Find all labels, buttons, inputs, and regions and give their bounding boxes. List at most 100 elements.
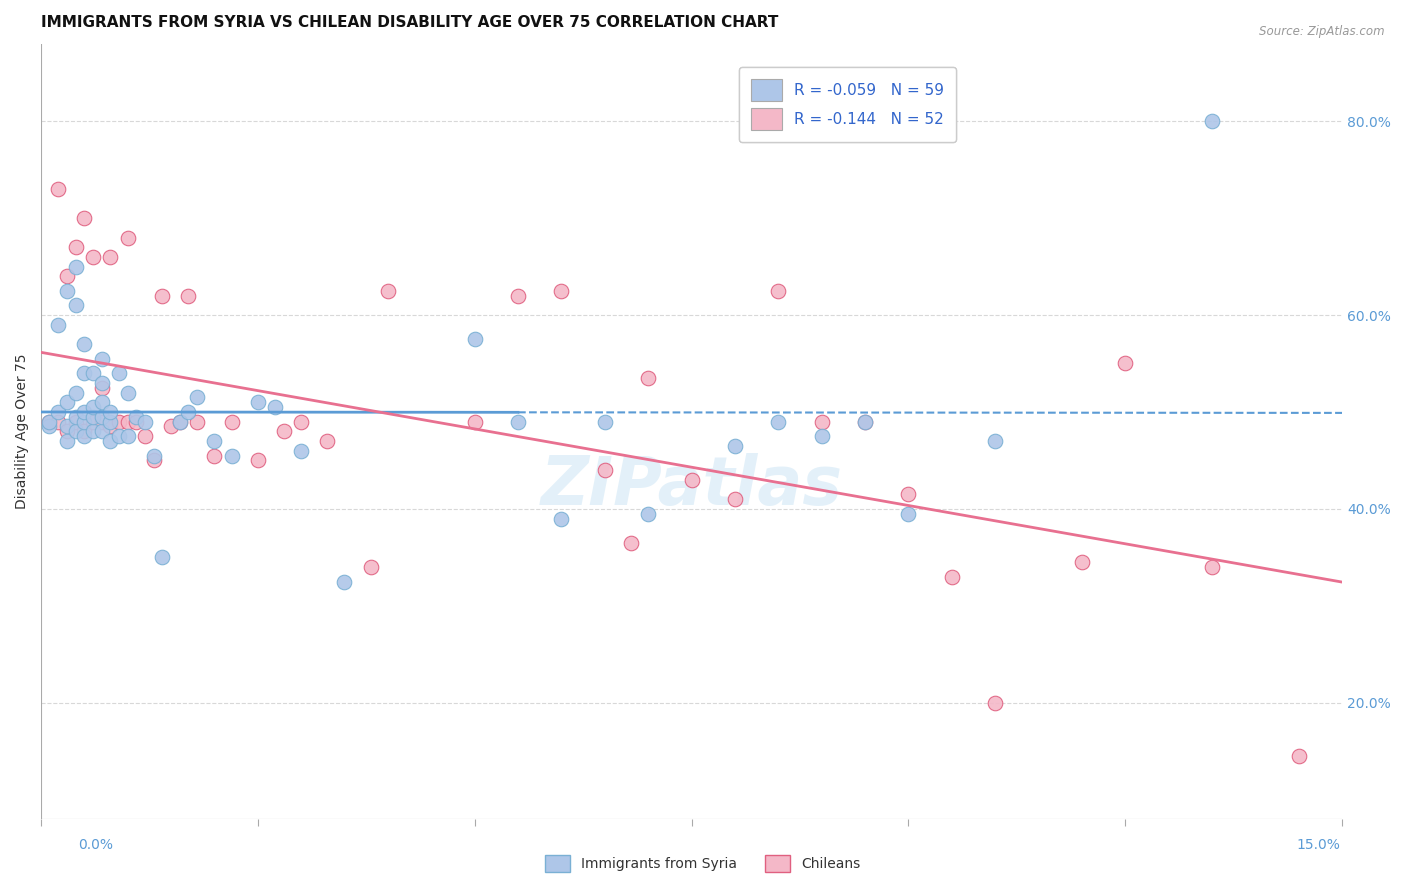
Point: [90, 395, 112, 409]
Point: [550, 511, 572, 525]
Point: [202, 434, 225, 448]
Point: [1201, 114, 1223, 128]
Point: [1201, 560, 1223, 574]
Point: [65, 415, 87, 429]
Point: [177, 405, 200, 419]
Point: [90, 425, 112, 439]
Point: [108, 429, 131, 443]
Point: [38, 419, 60, 434]
Point: [46, 182, 69, 196]
Point: [117, 385, 139, 400]
Point: [1288, 749, 1310, 764]
Point: [82, 409, 104, 424]
Point: [768, 415, 790, 429]
Point: [360, 560, 382, 574]
Point: [73, 415, 96, 429]
Point: [98, 250, 121, 264]
Point: [38, 415, 60, 429]
Point: [65, 385, 87, 400]
Point: [177, 288, 200, 302]
Point: [150, 550, 173, 565]
Point: [246, 453, 269, 467]
Point: [56, 419, 79, 434]
Point: [593, 463, 616, 477]
Point: [142, 453, 165, 467]
Point: [90, 376, 112, 390]
Point: [810, 429, 832, 443]
Point: [73, 366, 96, 380]
Point: [90, 415, 112, 429]
Point: [56, 284, 79, 298]
Point: [186, 415, 208, 429]
Point: [941, 570, 963, 584]
Text: IMMIGRANTS FROM SYRIA VS CHILEAN DISABILITY AGE OVER 75 CORRELATION CHART: IMMIGRANTS FROM SYRIA VS CHILEAN DISABIL…: [41, 15, 778, 30]
Point: [108, 415, 131, 429]
Point: [98, 419, 121, 434]
Point: [90, 409, 112, 424]
Point: [82, 400, 104, 414]
Point: [117, 230, 139, 244]
Point: [46, 405, 69, 419]
Point: [246, 395, 269, 409]
Point: [46, 318, 69, 332]
Point: [90, 351, 112, 366]
Point: [73, 405, 96, 419]
Point: [117, 415, 139, 429]
Point: [82, 425, 104, 439]
Point: [506, 288, 529, 302]
Point: [65, 260, 87, 274]
Point: [56, 434, 79, 448]
Point: [768, 284, 790, 298]
Point: [620, 536, 643, 550]
Text: 15.0%: 15.0%: [1296, 838, 1341, 852]
Point: [46, 415, 69, 429]
Point: [134, 429, 156, 443]
Point: [897, 507, 920, 521]
Point: [1071, 555, 1094, 569]
Point: [290, 415, 312, 429]
Point: [853, 415, 876, 429]
Point: [169, 415, 191, 429]
Point: [134, 415, 156, 429]
Point: [142, 449, 165, 463]
Point: [98, 405, 121, 419]
Point: [637, 371, 659, 385]
Point: [125, 415, 148, 429]
Point: [724, 439, 747, 453]
Point: [65, 240, 87, 254]
Point: [73, 211, 96, 226]
Legend: Immigrants from Syria, Chileans: Immigrants from Syria, Chileans: [540, 850, 866, 878]
Point: [810, 415, 832, 429]
Point: [82, 366, 104, 380]
Point: [150, 288, 173, 302]
Point: [897, 487, 920, 501]
Text: 0.0%: 0.0%: [79, 838, 112, 852]
Point: [333, 574, 356, 589]
Point: [65, 409, 87, 424]
Point: [98, 434, 121, 448]
Point: [56, 269, 79, 284]
Text: ZIPatlas: ZIPatlas: [540, 452, 842, 518]
Point: [593, 415, 616, 429]
Point: [637, 507, 659, 521]
Point: [221, 449, 243, 463]
Legend: R = -0.059   N = 59, R = -0.144   N = 52: R = -0.059 N = 59, R = -0.144 N = 52: [740, 67, 956, 142]
Point: [186, 391, 208, 405]
Point: [724, 492, 747, 507]
Point: [169, 415, 191, 429]
Point: [984, 434, 1007, 448]
Point: [853, 415, 876, 429]
Point: [73, 425, 96, 439]
Point: [82, 415, 104, 429]
Point: [377, 284, 399, 298]
Y-axis label: Disability Age Over 75: Disability Age Over 75: [15, 353, 30, 509]
Point: [65, 425, 87, 439]
Point: [160, 419, 183, 434]
Point: [550, 284, 572, 298]
Point: [464, 415, 486, 429]
Point: [290, 443, 312, 458]
Point: [202, 449, 225, 463]
Point: [316, 434, 339, 448]
Point: [273, 425, 295, 439]
Point: [38, 415, 60, 429]
